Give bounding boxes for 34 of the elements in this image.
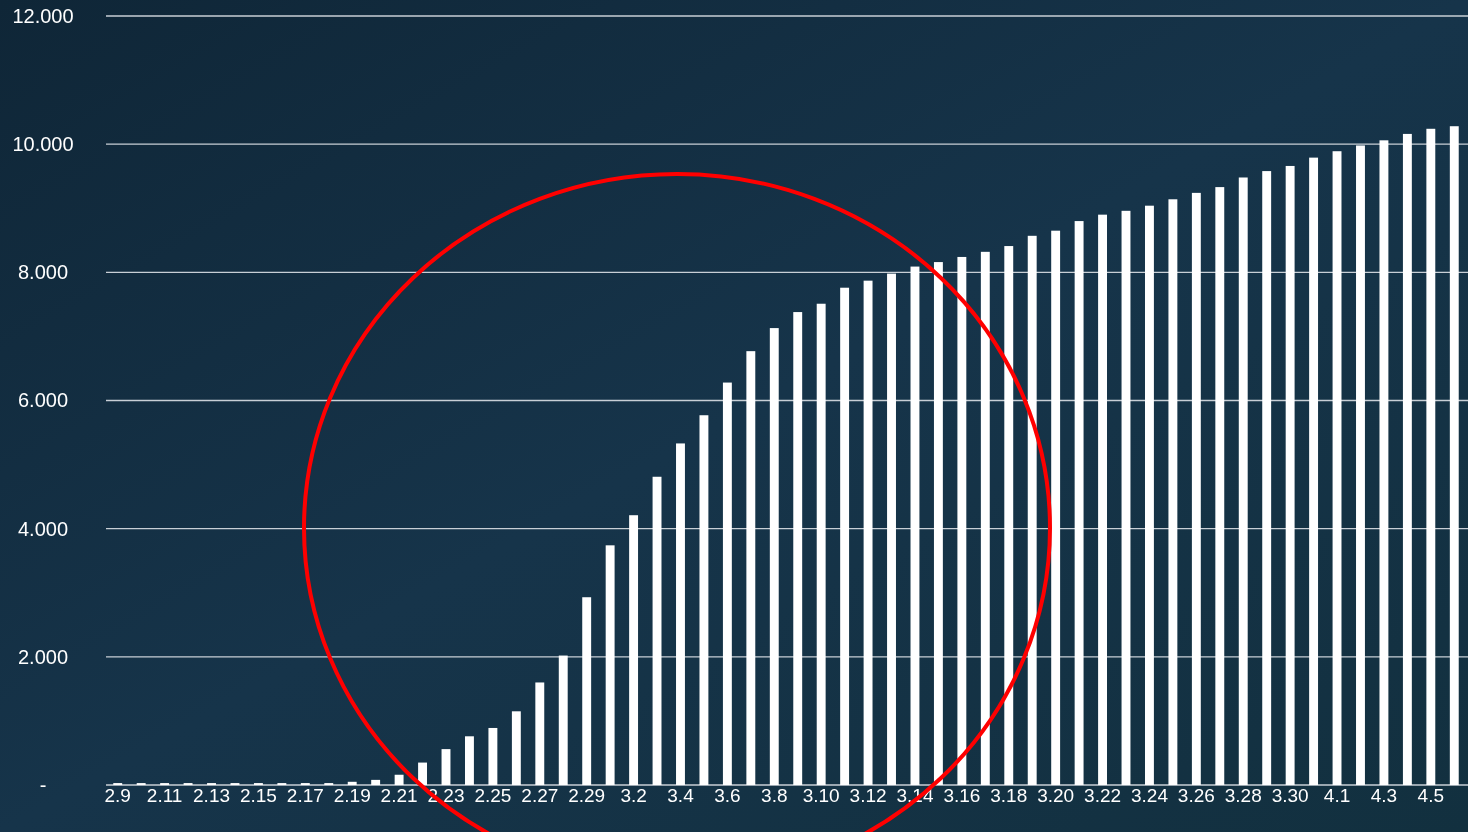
y-tick-label: 2.000 bbox=[17, 645, 69, 668]
x-tick-label: 2.27 bbox=[521, 785, 559, 806]
x-tick-label: 3.8 bbox=[761, 785, 788, 806]
x-tick-label: 4.1 bbox=[1323, 785, 1351, 806]
x-tick-label: 3.30 bbox=[1271, 785, 1309, 806]
x-tick-label: 3.18 bbox=[990, 785, 1028, 806]
x-tick-label: 2.19 bbox=[333, 785, 371, 806]
y-tick-label: 8.000 bbox=[17, 261, 69, 284]
x-tick-label: 2.17 bbox=[286, 785, 324, 806]
x-tick-label: 2.11 bbox=[146, 785, 183, 806]
y-tick-label: - bbox=[39, 773, 47, 796]
y-tick-label: 10.000 bbox=[12, 133, 74, 156]
x-tick-label: 2.25 bbox=[474, 785, 512, 806]
y-tick-label: 12.000 bbox=[12, 4, 74, 27]
x-tick-label: 2.29 bbox=[568, 785, 606, 806]
x-tick-label: 3.28 bbox=[1224, 785, 1262, 806]
x-tick-label: 3.26 bbox=[1177, 785, 1215, 806]
x-tick-label: 4.5 bbox=[1417, 785, 1445, 806]
x-tick-label: 3.4 bbox=[667, 785, 695, 806]
x-tick-label: 3.22 bbox=[1084, 785, 1122, 806]
x-tick-label: 4.3 bbox=[1370, 785, 1398, 806]
x-tick-label: 3.12 bbox=[849, 785, 887, 806]
x-tick-label: 3.2 bbox=[620, 785, 647, 806]
x-tick-label: 3.10 bbox=[802, 785, 840, 806]
x-tick-label: 2.21 bbox=[380, 785, 418, 806]
x-tick-label: 3.16 bbox=[943, 785, 981, 806]
x-tick-label: 2.13 bbox=[193, 785, 231, 806]
y-tick-label: 6.000 bbox=[17, 389, 69, 412]
x-tick-label: 3.24 bbox=[1130, 785, 1169, 806]
x-tick-label: 3.20 bbox=[1037, 785, 1075, 806]
x-tick-label: 3.6 bbox=[714, 785, 741, 806]
y-tick-label: 4.000 bbox=[17, 517, 69, 540]
x-tick-label: 2.15 bbox=[239, 785, 277, 806]
x-tick-label: 2.9 bbox=[104, 785, 131, 806]
